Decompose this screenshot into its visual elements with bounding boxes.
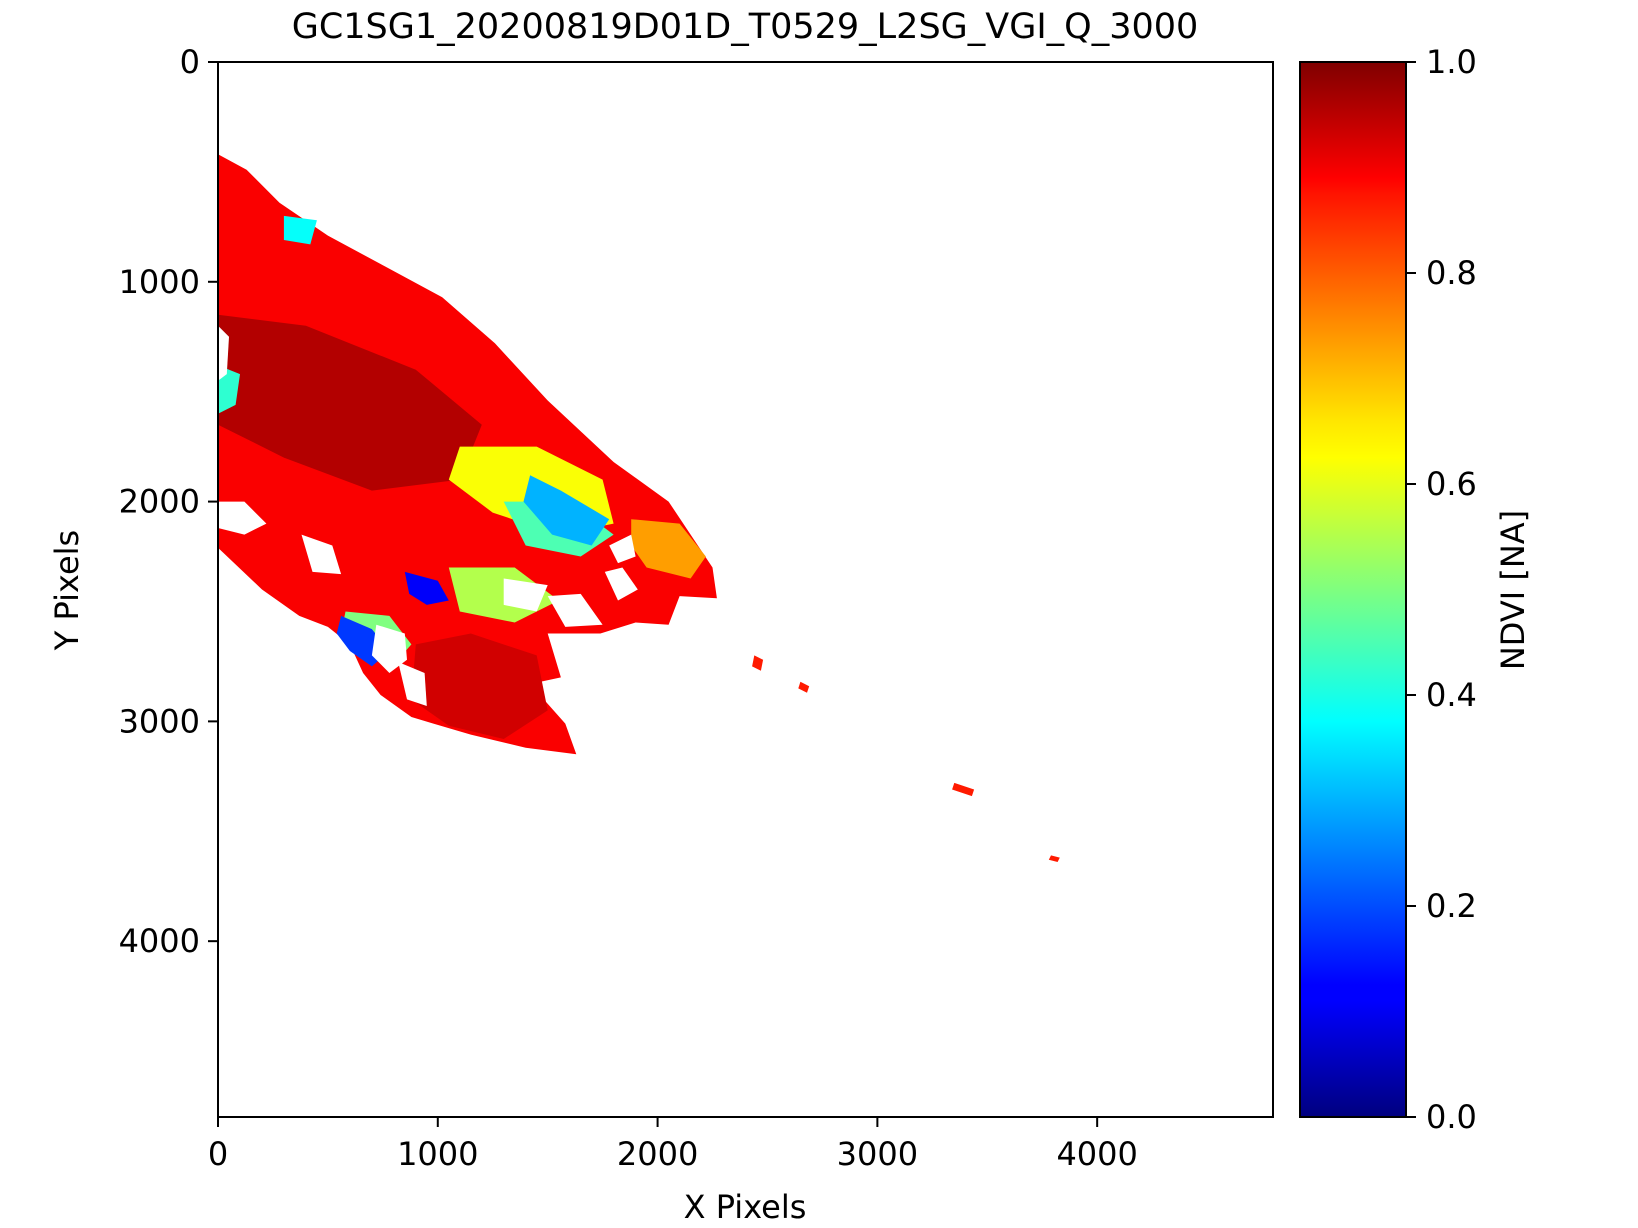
x-tick-label: 0 [208, 1135, 228, 1173]
y-tick-label: 0 [180, 43, 200, 81]
ndvi-region-12 [218, 365, 240, 414]
x-tick-label: 2000 [617, 1135, 698, 1173]
x-axis-label: X Pixels [684, 1188, 807, 1226]
colorbar [1299, 61, 1407, 1118]
colorbar-ticks: 0.0 0.2 0.4 0.6 0.8 1.0 [1406, 43, 1477, 1136]
colorbar-tick-label: 0.4 [1426, 676, 1477, 714]
colorbar-tick-label: 0.0 [1426, 1098, 1477, 1136]
nodata-gap-2 [371, 624, 407, 673]
ndvi-region-13 [752, 655, 764, 671]
y-axis: 0 1000 2000 3000 4000 [119, 43, 218, 960]
y-axis-label: Y Pixels [48, 530, 86, 651]
colorbar-tick-label: 0.8 [1426, 254, 1477, 292]
chart-title: GC1SG1_20200819D01D_T0529_L2SG_VGI_Q_300… [292, 7, 1199, 47]
ndvi-region-1 [218, 314, 482, 491]
nodata-gap-6 [609, 534, 636, 564]
nodata-gap-1 [218, 501, 267, 535]
colorbar-tick-label: 0.2 [1426, 887, 1477, 925]
y-tick-label: 3000 [119, 702, 200, 740]
y-tick-label: 1000 [119, 263, 200, 301]
nodata-gap-4 [604, 567, 638, 601]
colorbar-tick-label: 0.6 [1426, 465, 1477, 503]
nodata-gap-7 [301, 534, 342, 575]
y-tick-label: 2000 [119, 483, 200, 521]
ndvi-regions [218, 154, 1060, 862]
x-tick-label: 4000 [1056, 1135, 1137, 1173]
colorbar-tick-label: 1.0 [1426, 43, 1477, 81]
colorbar-label: NDVI [NA] [1494, 510, 1532, 670]
ndvi-region-16 [1048, 855, 1060, 862]
ndvi-region-11 [283, 215, 317, 245]
nodata-gap-3 [398, 662, 427, 706]
x-tick-label: 1000 [397, 1135, 478, 1173]
ndvi-region-2 [411, 633, 548, 739]
nodata-gap-0 [218, 325, 229, 381]
x-tick-label: 3000 [837, 1135, 918, 1173]
y-tick-label: 4000 [119, 922, 200, 960]
ndvi-region-10 [404, 571, 449, 605]
ndvi-region-5 [631, 519, 706, 579]
ndvi-region-15 [952, 782, 975, 797]
nodata-gaps [218, 325, 638, 706]
ndvi-region-14 [798, 681, 810, 693]
plot-frame [217, 61, 1274, 1118]
nodata-gap-5 [547, 593, 603, 627]
x-axis: 0 1000 2000 3000 4000 [208, 1117, 1138, 1173]
nodata-gap-8 [503, 578, 548, 612]
ndvi-region-6 [523, 475, 610, 546]
plot-area [218, 62, 1273, 1117]
